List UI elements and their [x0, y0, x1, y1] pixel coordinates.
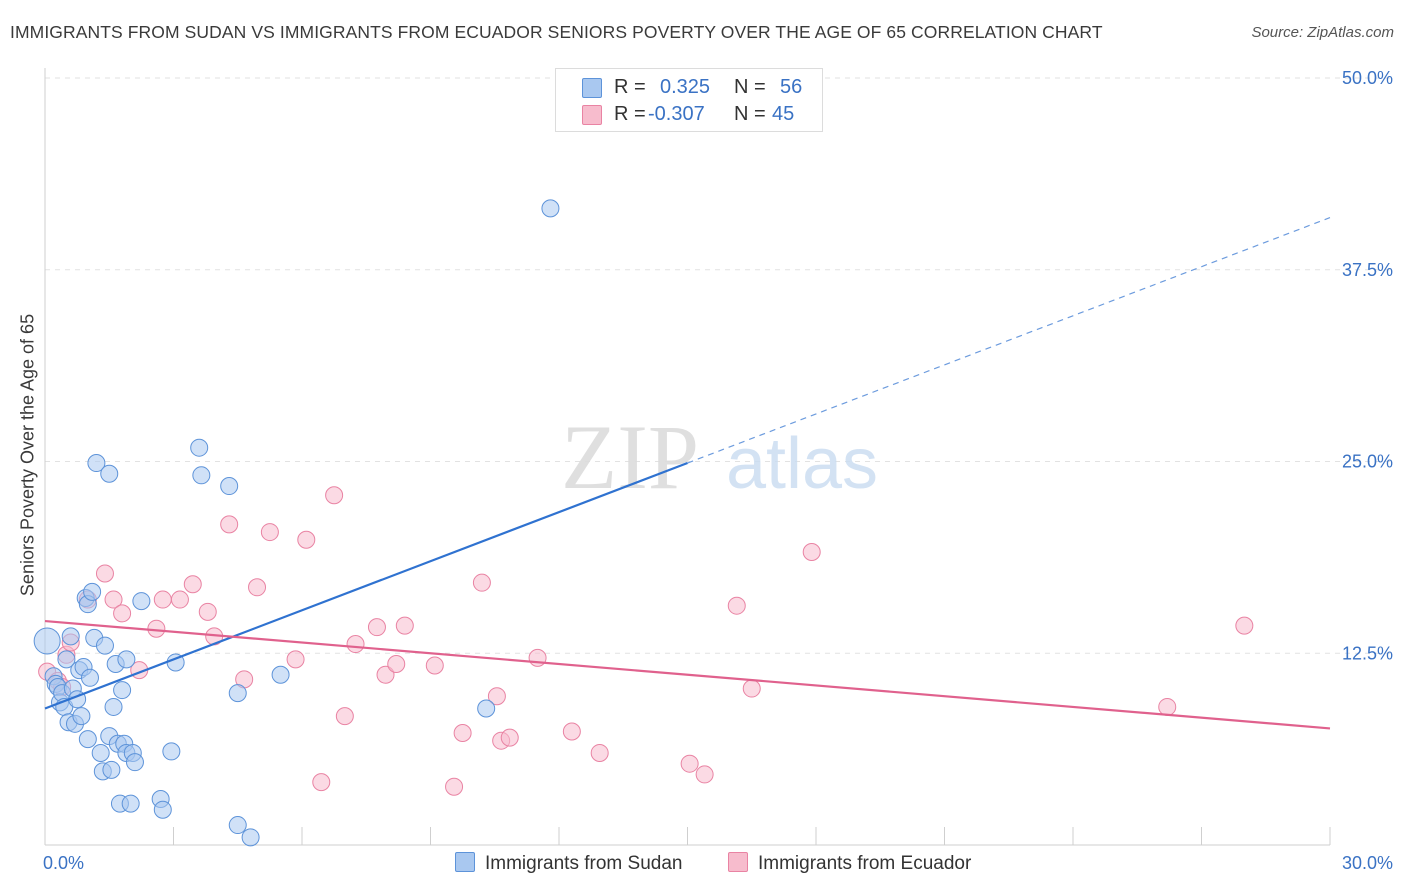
sudan-point	[96, 637, 113, 654]
sudan-point	[73, 708, 90, 725]
x-tick-label: 30.0%	[1342, 853, 1393, 873]
sudan-points	[34, 200, 559, 846]
x-tick-label: 0.0%	[43, 853, 84, 873]
ecuador-point	[743, 680, 760, 697]
legend-r-value: 0.325	[660, 76, 710, 99]
ecuador-point	[696, 766, 713, 783]
y-axis-label: Seniors Poverty Over the Age of 65	[18, 314, 39, 596]
sudan-point	[84, 583, 101, 600]
sudan-trend-line	[45, 463, 688, 708]
ecuador-point	[313, 774, 330, 791]
scatter-chart: ZIP atlas 12.5% 25.0% 37.5% 50.0% 0.0% 30.0%	[0, 0, 1406, 892]
ecuador-point	[529, 649, 546, 666]
sudan-point	[478, 700, 495, 717]
ecuador-point	[681, 755, 698, 772]
ecuador-point	[446, 778, 463, 795]
watermark-atlas: atlas	[726, 424, 878, 504]
sudan-point	[105, 698, 122, 715]
sudan-point	[272, 666, 289, 683]
bottom-legend-ecuador: Immigrants from Ecuador	[728, 852, 971, 875]
legend-r-label: R =	[614, 103, 646, 126]
sudan-point	[154, 801, 171, 818]
ecuador-point	[114, 605, 131, 622]
ecuador-point	[728, 597, 745, 614]
ecuador-point	[396, 617, 413, 634]
sudan-point	[229, 685, 246, 702]
sudan-point	[242, 829, 259, 846]
bottom-legend-sudan-label: Immigrants from Sudan	[485, 853, 682, 874]
ecuador-point	[336, 708, 353, 725]
ecuador-point	[591, 744, 608, 761]
ecuador-point	[388, 655, 405, 672]
bottom-legend-ecuador-label: Immigrants from Ecuador	[758, 853, 971, 874]
y-tick-label: 12.5%	[1342, 643, 1393, 663]
ecuador-point	[368, 619, 385, 636]
ecuador-point	[1236, 617, 1253, 634]
ecuador-point	[184, 576, 201, 593]
sudan-point	[92, 744, 109, 761]
gridlines	[45, 78, 1395, 653]
sudan-point	[118, 651, 135, 668]
ecuador-point	[221, 516, 238, 533]
ecuador-point	[261, 524, 278, 541]
legend-n-label: N =	[734, 76, 766, 99]
legend-n-label: N =	[734, 103, 766, 126]
ecuador-point	[501, 729, 518, 746]
sudan-point	[133, 593, 150, 610]
sudan-point	[34, 628, 60, 654]
tick-labels: 12.5% 25.0% 37.5% 50.0% 0.0% 30.0%	[43, 68, 1393, 873]
sudan-point	[101, 465, 118, 482]
ecuador-point	[426, 657, 443, 674]
sudan-point	[193, 467, 210, 484]
sudan-point	[103, 761, 120, 778]
ecuador-point	[473, 574, 490, 591]
y-tick-label: 25.0%	[1342, 452, 1393, 472]
sudan-point	[114, 682, 131, 699]
sudan-point	[542, 200, 559, 217]
ecuador-point	[154, 591, 171, 608]
ecuador-point	[249, 579, 266, 596]
sudan-point	[191, 439, 208, 456]
ecuador-point	[199, 603, 216, 620]
bottom-legend-sudan: Immigrants from Sudan	[455, 852, 682, 875]
ecuador-swatch	[728, 852, 748, 872]
sudan-point	[221, 478, 238, 495]
sudan-point	[81, 669, 98, 686]
sudan-point	[229, 817, 246, 834]
sudan-point	[62, 628, 79, 645]
y-tick-label: 37.5%	[1342, 260, 1393, 280]
legend-n-value: 45	[772, 103, 794, 126]
ecuador-point	[148, 620, 165, 637]
sudan-swatch	[455, 852, 475, 872]
sudan-trend-projection	[688, 218, 1331, 463]
y-tick-label: 50.0%	[1342, 68, 1393, 88]
ecuador-point	[454, 725, 471, 742]
sudan-point	[79, 731, 96, 748]
ecuador-point	[171, 591, 188, 608]
ecuador-point	[96, 565, 113, 582]
ecuador-point	[803, 544, 820, 561]
ecuador-point	[298, 531, 315, 548]
correlation-legend: R = 0.325 N = 56 R = -0.307 N = 45	[555, 68, 823, 132]
legend-r-label: R =	[614, 76, 646, 99]
ecuador-point	[326, 487, 343, 504]
watermark-zip: ZIP	[561, 406, 699, 508]
sudan-point	[122, 795, 139, 812]
ecuador-swatch	[582, 105, 602, 125]
legend-n-value: 56	[780, 76, 802, 99]
sudan-point	[163, 743, 180, 760]
ecuador-point	[1159, 698, 1176, 715]
sudan-point	[126, 754, 143, 771]
sudan-swatch	[582, 78, 602, 98]
ecuador-point	[563, 723, 580, 740]
ecuador-point	[347, 636, 364, 653]
ecuador-point	[287, 651, 304, 668]
legend-r-value: -0.307	[648, 103, 705, 126]
